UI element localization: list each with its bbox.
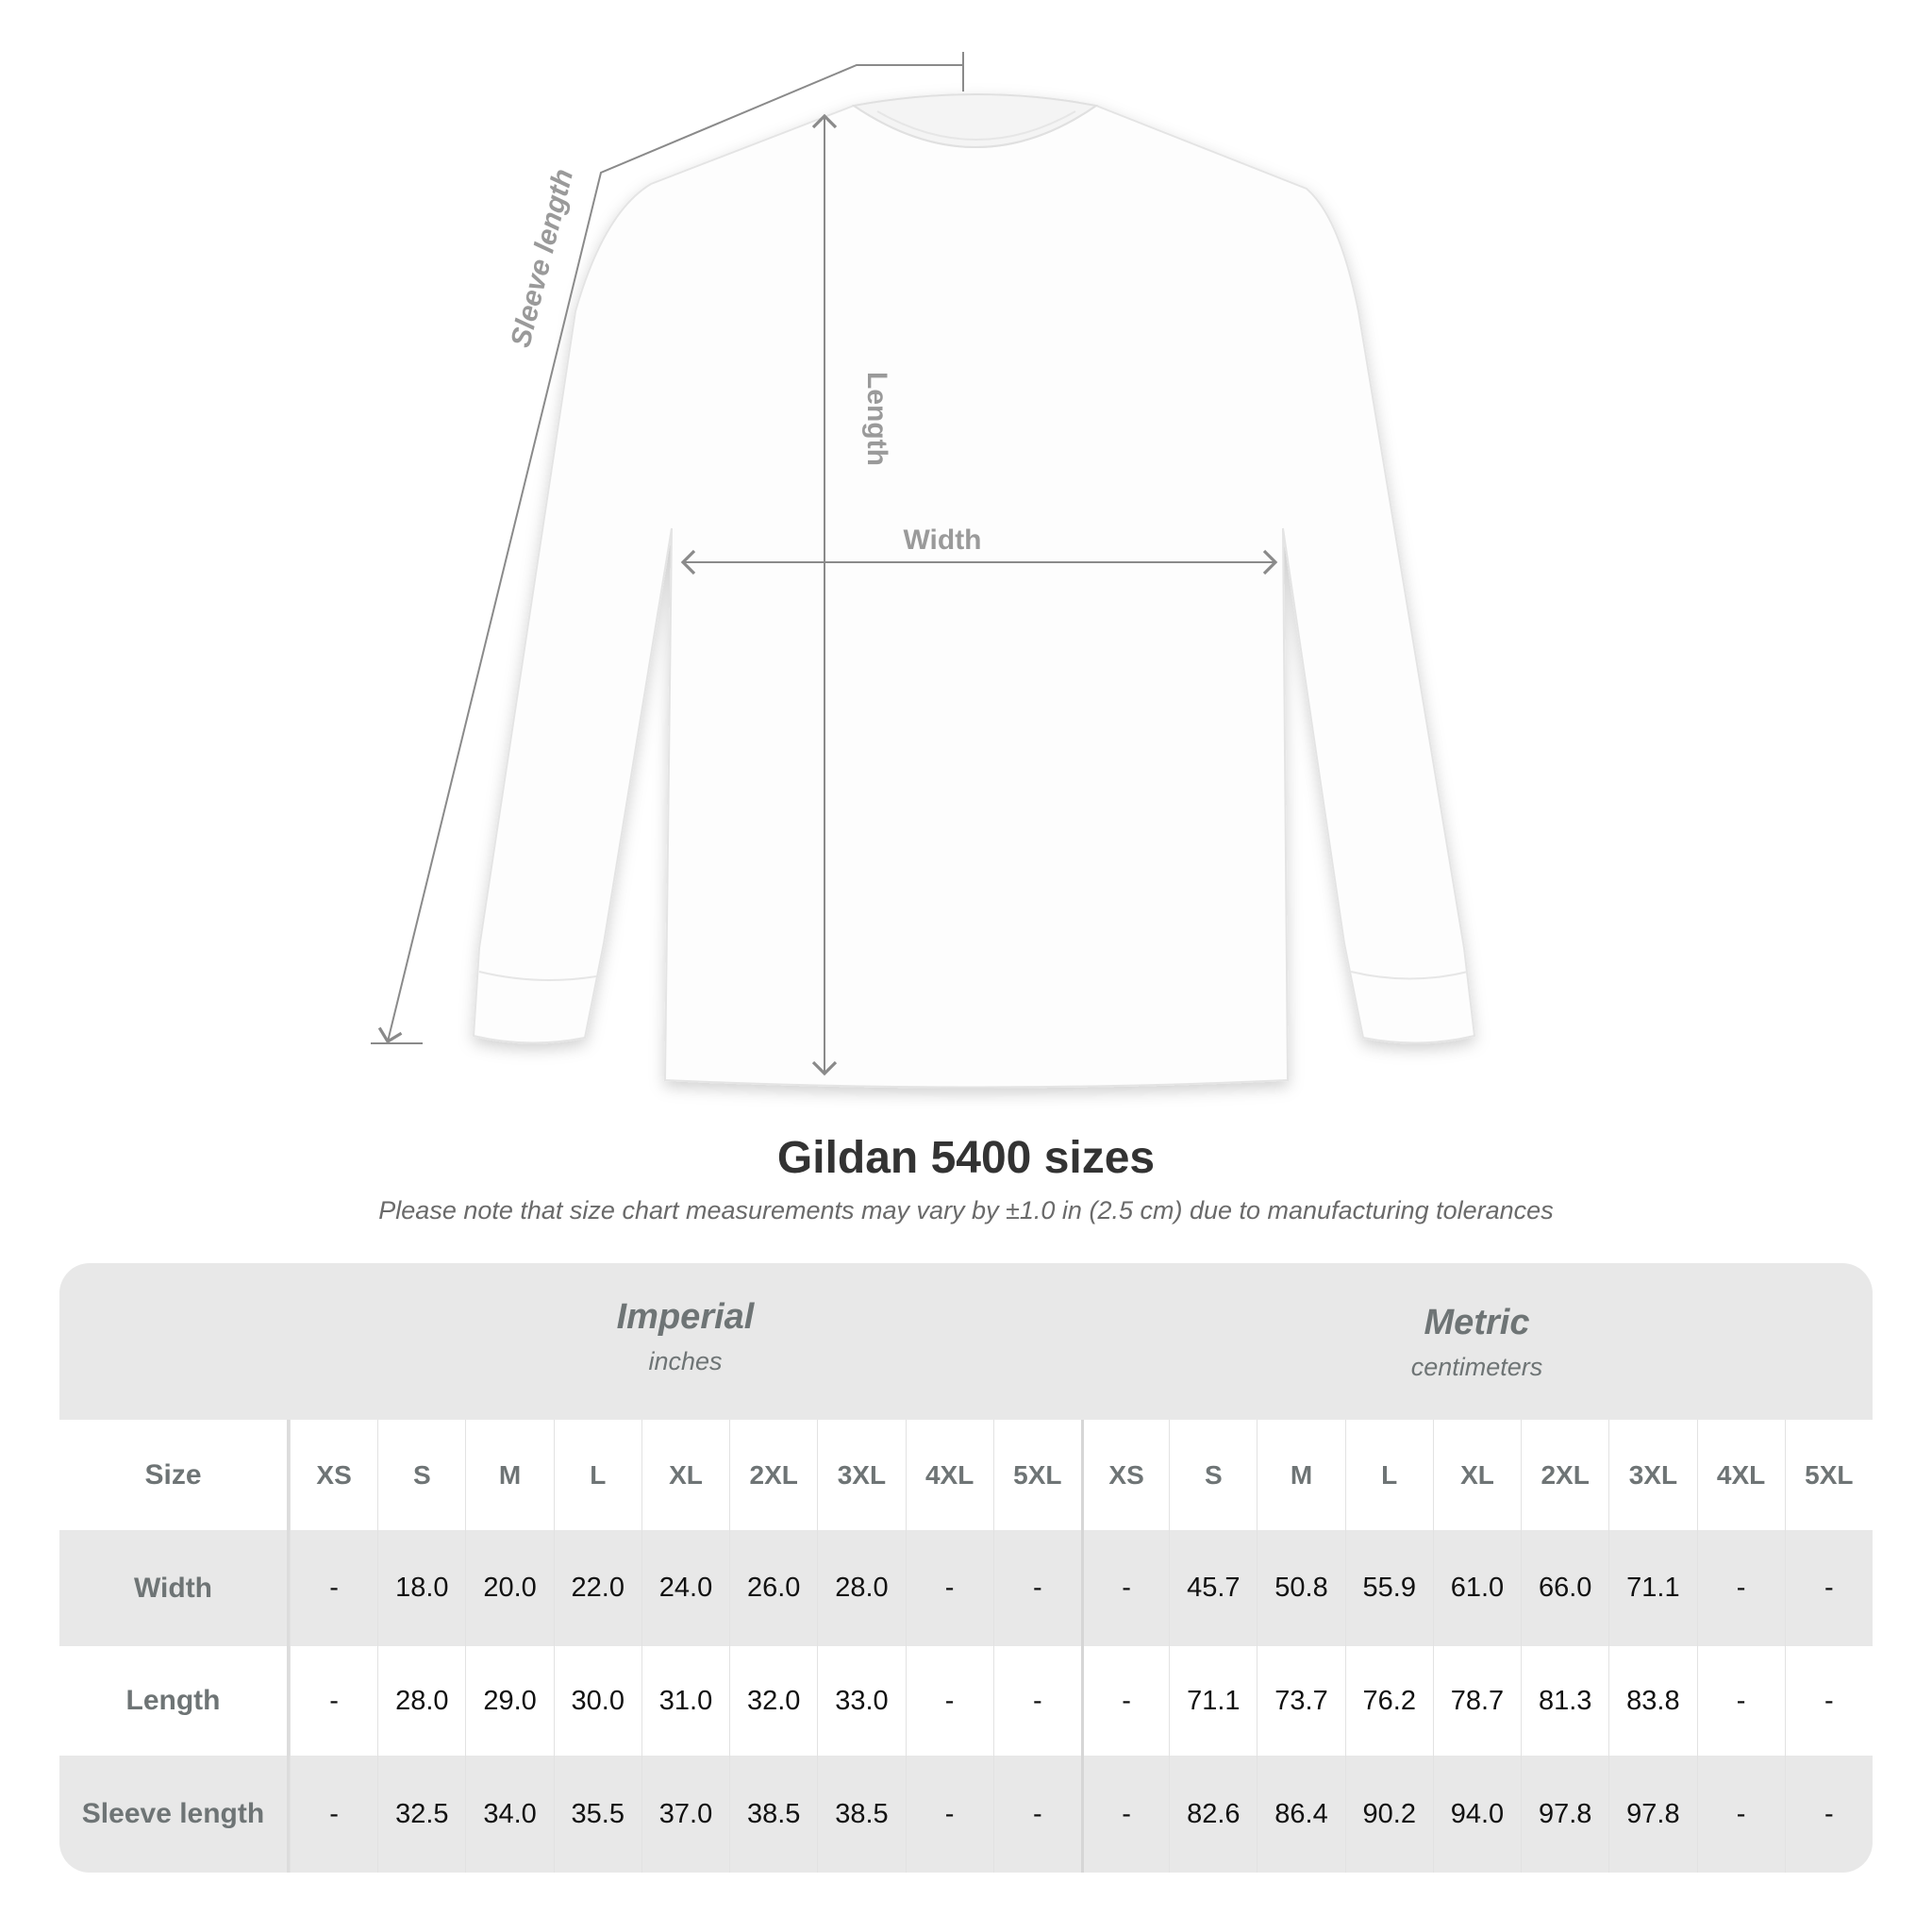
width-measure: Width [680, 525, 1278, 575]
imperial-size-header: S [377, 1420, 465, 1530]
table-row: Sleeve length -32.5 34.0 35.5 37.0 38.5 38.5- -… [59, 1756, 1873, 1873]
imperial-value-cell: 20.0 [465, 1530, 553, 1646]
imperial-size-header: XS [290, 1420, 377, 1530]
imperial-value-cell: - [905, 1756, 993, 1873]
size-column-header: Size [59, 1420, 290, 1530]
metric-value-cell: - [1696, 1530, 1785, 1646]
length-measure: Length [811, 113, 892, 1076]
length-label: Length [861, 372, 892, 466]
metric-value-cell: 78.7 [1432, 1646, 1521, 1756]
imperial-value-cell: 26.0 [729, 1530, 817, 1646]
imperial-value-cell: - [290, 1646, 377, 1756]
metric-unit: centimeters [1410, 1353, 1543, 1381]
imperial-value-cell: 28.0 [377, 1646, 465, 1756]
imperial-value-cell: 34.0 [465, 1756, 553, 1873]
metric-value-cell: 82.6 [1169, 1756, 1257, 1873]
metric-size-header: S [1169, 1420, 1257, 1530]
imperial-value-cell: 28.0 [817, 1530, 905, 1646]
imperial-value-cell: 32.5 [377, 1756, 465, 1873]
imperial-value-cell: 38.5 [729, 1756, 817, 1873]
metric-size-header: M [1257, 1420, 1344, 1530]
metric-value-cell: 55.9 [1344, 1530, 1433, 1646]
table-row: Width -18.0 20.0 22.0 24.0 26.0 28.0- - -45.7 50.… [59, 1530, 1873, 1646]
imperial-value-cell: 18.0 [377, 1530, 465, 1646]
row-label: Width [59, 1530, 290, 1646]
metric-value-cell: - [1784, 1756, 1873, 1873]
tolerance-note: Please note that size chart measurements… [378, 1196, 1554, 1224]
imperial-value-cell: 29.0 [465, 1646, 553, 1756]
metric-size-header: 4XL [1696, 1420, 1785, 1530]
metric-size-header: 5XL [1784, 1420, 1873, 1530]
metric-value-cell: - [1696, 1756, 1785, 1873]
row-label: Sleeve length [59, 1756, 290, 1873]
metric-value-cell: 97.8 [1608, 1756, 1696, 1873]
imperial-value-cell: - [290, 1756, 377, 1873]
imperial-value-cell: - [992, 1530, 1081, 1646]
imperial-value-cell: - [290, 1530, 377, 1646]
metric-value-cell: - [1080, 1756, 1169, 1873]
unit-header: Imperial inches Metric centimeters [59, 1263, 1873, 1420]
metric-value-cell: 90.2 [1344, 1756, 1433, 1873]
table-row: Length -28.0 29.0 30.0 31.0 32.0 33.0- - -71.1 73… [59, 1646, 1873, 1756]
row-label: Length [59, 1646, 290, 1756]
imperial-size-header: 4XL [905, 1420, 993, 1530]
metric-value-cell: 45.7 [1169, 1530, 1257, 1646]
metric-value-cell: 81.3 [1521, 1646, 1608, 1756]
metric-size-header: 3XL [1608, 1420, 1696, 1530]
metric-value-cell: 66.0 [1521, 1530, 1608, 1646]
sleeve-length-label: Sleeve length [505, 166, 579, 351]
imperial-value-cell: - [992, 1756, 1081, 1873]
imperial-value-cell: 37.0 [641, 1756, 729, 1873]
imperial-size-header: 3XL [817, 1420, 905, 1530]
imperial-size-header: 5XL [992, 1420, 1081, 1530]
imperial-title: Imperial [616, 1297, 755, 1337]
metric-value-cell: - [1696, 1646, 1785, 1756]
imperial-value-cell: 22.0 [553, 1530, 641, 1646]
imperial-unit: inches [648, 1347, 723, 1375]
metric-value-cell: 86.4 [1257, 1756, 1344, 1873]
metric-value-cell: 97.8 [1521, 1756, 1608, 1873]
metric-value-cell: - [1784, 1530, 1873, 1646]
imperial-value-cell: 30.0 [553, 1646, 641, 1756]
metric-value-cell: 71.1 [1169, 1646, 1257, 1756]
metric-value-cell: 73.7 [1257, 1646, 1344, 1756]
metric-size-header: XL [1432, 1420, 1521, 1530]
imperial-value-cell: - [905, 1530, 993, 1646]
imperial-value-cell: 31.0 [641, 1646, 729, 1756]
imperial-value-cell: - [992, 1646, 1081, 1756]
imperial-header: Imperial inches [290, 1297, 1081, 1376]
size-header-row: Size XS S M L XL 2XL 3XL 4XL 5XL XS S M L XL 2XL 3XL 4XL 5… [59, 1420, 1873, 1530]
imperial-value-cell: 35.5 [553, 1756, 641, 1873]
metric-value-cell: - [1080, 1646, 1169, 1756]
imperial-value-cell: 33.0 [817, 1646, 905, 1756]
long-sleeve-shirt-image [472, 92, 1476, 1089]
metric-size-header: L [1344, 1420, 1433, 1530]
imperial-size-header: M [465, 1420, 553, 1530]
shirt-diagram: Sleeve length Length Width [371, 52, 1476, 1089]
metric-value-cell: 83.8 [1608, 1646, 1696, 1756]
width-label: Width [903, 525, 981, 556]
metric-size-header: 2XL [1521, 1420, 1608, 1530]
imperial-size-header: L [553, 1420, 641, 1530]
metric-value-cell: 94.0 [1432, 1756, 1521, 1873]
metric-value-cell: - [1784, 1646, 1873, 1756]
imperial-value-cell: 32.0 [729, 1646, 817, 1756]
metric-title: Metric [1424, 1303, 1530, 1342]
metric-header: Metric centimeters [1081, 1303, 1873, 1382]
metric-size-header: XS [1080, 1420, 1169, 1530]
imperial-value-cell: 24.0 [641, 1530, 729, 1646]
metric-value-cell: 50.8 [1257, 1530, 1344, 1646]
size-chart-table: Imperial inches Metric centimeters Size X… [59, 1263, 1873, 1873]
metric-value-cell: 61.0 [1432, 1530, 1521, 1646]
imperial-size-header: 2XL [729, 1420, 817, 1530]
metric-value-cell: 76.2 [1344, 1646, 1433, 1756]
imperial-value-cell: 38.5 [817, 1756, 905, 1873]
imperial-value-cell: - [905, 1646, 993, 1756]
page-title: Gildan 5400 sizes [776, 1133, 1156, 1183]
metric-value-cell: 71.1 [1608, 1530, 1696, 1646]
imperial-size-header: XL [641, 1420, 729, 1530]
metric-value-cell: - [1080, 1530, 1169, 1646]
